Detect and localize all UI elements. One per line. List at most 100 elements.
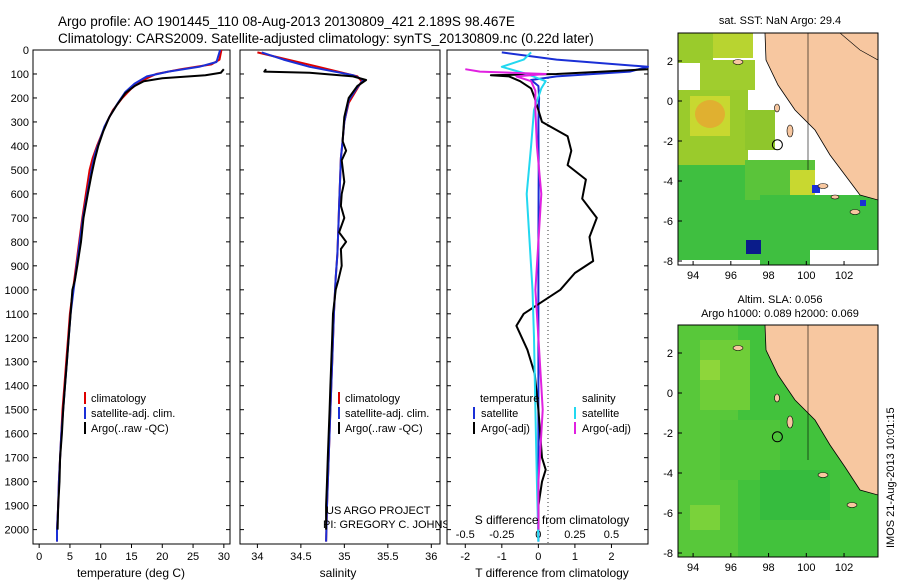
island [846,502,858,508]
island [786,124,794,138]
x-tick-label: 36 [425,551,437,563]
depth-tick-label: 2000 [5,525,29,537]
lat-tick-label: -2 [663,136,673,148]
series-line-2 [489,68,649,530]
x-tick-label: 0 [535,551,541,563]
lat-tick-label: 0 [667,388,673,400]
salinity-axis: 34 34.5 35 35.5 36 [251,544,437,563]
legend-label-argo: Argo(..raw -QC) [345,423,423,435]
sst-map-lon-axis: 94 96 98 100 102 [687,261,853,282]
island [830,194,840,200]
malay-land [839,33,878,61]
sst-patch [700,60,755,90]
lon-tick-label: 98 [762,562,774,574]
credit-project: US ARGO PROJECT [326,505,431,517]
x-tick-label: 30 [218,551,230,563]
x-tick-label: 34.5 [290,551,311,563]
header-line1: Argo profile: AO 1901445_110 08-Aug-2013… [58,14,515,29]
lat-tick-label: -6 [663,508,673,520]
sst-patch [745,110,775,150]
depth-tick-label: 200 [11,93,29,105]
s-tick-label: -0.5 [456,529,475,541]
lon-tick-label: 96 [725,562,737,574]
x-tick-label: 34 [251,551,263,563]
sst-map-title: sat. SST: NaN Argo: 29.4 [719,15,841,27]
lat-tick-label: 2 [667,56,673,68]
legend-title-salinity: salinity [582,393,616,405]
depth-tick-label: 400 [11,141,29,153]
difference-panel: -2 -1 0 1 2 -0.5 -0.25 0 0.25 0.5 S difference f… [446,49,649,580]
sla-patch [690,505,720,530]
sla-map-frame [677,324,879,558]
lat-tick-label: -2 [663,428,673,440]
legend-label-t-satellite: satellite [481,408,518,420]
depth-tick-label: 900 [11,261,29,273]
x-tick-label: 35 [338,551,350,563]
legend-title-temperature: temperature [480,393,539,405]
sst-patch [790,170,815,195]
legend-label-climatology: climatology [345,393,401,405]
s-tick-label: 0.5 [604,529,619,541]
sla-patch [700,360,720,380]
legend-label-s-satellite: satellite [582,408,619,420]
header-line2: Climatology: CARS2009. Satellite-adjuste… [58,31,594,46]
x-tick-label: 20 [156,551,168,563]
salinity-xlabel: salinity [320,566,357,580]
sumatra-land [764,325,878,496]
depth-tick-label: 1700 [5,453,29,465]
island [732,59,744,65]
salinity-panel: 34 34.5 35 35.5 36 salinity climatology sate… [239,49,466,580]
island [817,472,829,478]
x-tick-label: -2 [460,551,470,563]
lon-tick-label: 98 [762,270,774,282]
lat-tick-label: -8 [663,256,673,268]
series-line-3 [263,68,368,530]
lat-tick-label: -4 [663,176,673,188]
depth-tick-label: 0 [23,45,29,57]
sla-map: 94 96 98 100 102 2 0 -2 -4 -6 -8 [663,324,879,574]
sst-cold-pixel [812,185,820,193]
lon-tick-label: 102 [835,562,853,574]
salinity-plot-frame [239,49,441,545]
sst-cold-pixel [860,200,866,206]
legend-label-t-argo: Argo(-adj) [481,423,530,435]
depth-tick-label: 1900 [5,501,29,513]
depth-tick-label: 700 [11,213,29,225]
depth-tick-label: 800 [11,237,29,249]
depth-tick-label: 1300 [5,357,29,369]
sst-cold-pixel [746,240,761,254]
series-line-3 [56,68,225,530]
lon-tick-label: 100 [797,270,815,282]
sla-patch [760,470,830,520]
lon-tick-label: 102 [835,270,853,282]
credit-pi: PI: GREGORY C. JOHNSON [323,519,466,531]
t-difference-axis: -2 -1 0 1 2 [460,544,615,563]
lat-tick-label: -6 [663,216,673,228]
series-line-4 [465,68,547,530]
difference-series [465,51,649,542]
x-tick-label: 2 [608,551,614,563]
legend-label-satellite-adj: satellite-adj. clim. [91,408,175,420]
sla-map-title: Altim. SLA: 0.056 [738,294,823,306]
sla-map-lon-axis: 94 96 98 100 102 [687,553,853,574]
sla-map-subtitle: Argo h1000: 0.089 h2000: 0.069 [701,308,859,320]
lon-tick-label: 96 [725,270,737,282]
sst-warm-patch [695,100,725,128]
x-tick-label: 5 [67,551,73,563]
x-tick-label: 1 [572,551,578,563]
depth-axis: 0 100 200 300 400 500 600 700 800 900 1000 1100 1200… [5,45,230,537]
depth-tick-label: 100 [11,69,29,81]
difference-depth-ticks [447,49,648,531]
salinity-depth-ticks [240,49,440,531]
lat-tick-label: -4 [663,468,673,480]
island [849,209,861,215]
sla-map-lat-axis: 2 0 -2 -4 -6 -8 [663,348,682,560]
depth-tick-label: 600 [11,189,29,201]
island [774,393,780,403]
island [817,183,829,189]
depth-tick-label: 1200 [5,333,29,345]
depth-tick-label: 1100 [5,309,29,321]
sst-patch [678,33,713,63]
series-line-3 [500,51,547,542]
